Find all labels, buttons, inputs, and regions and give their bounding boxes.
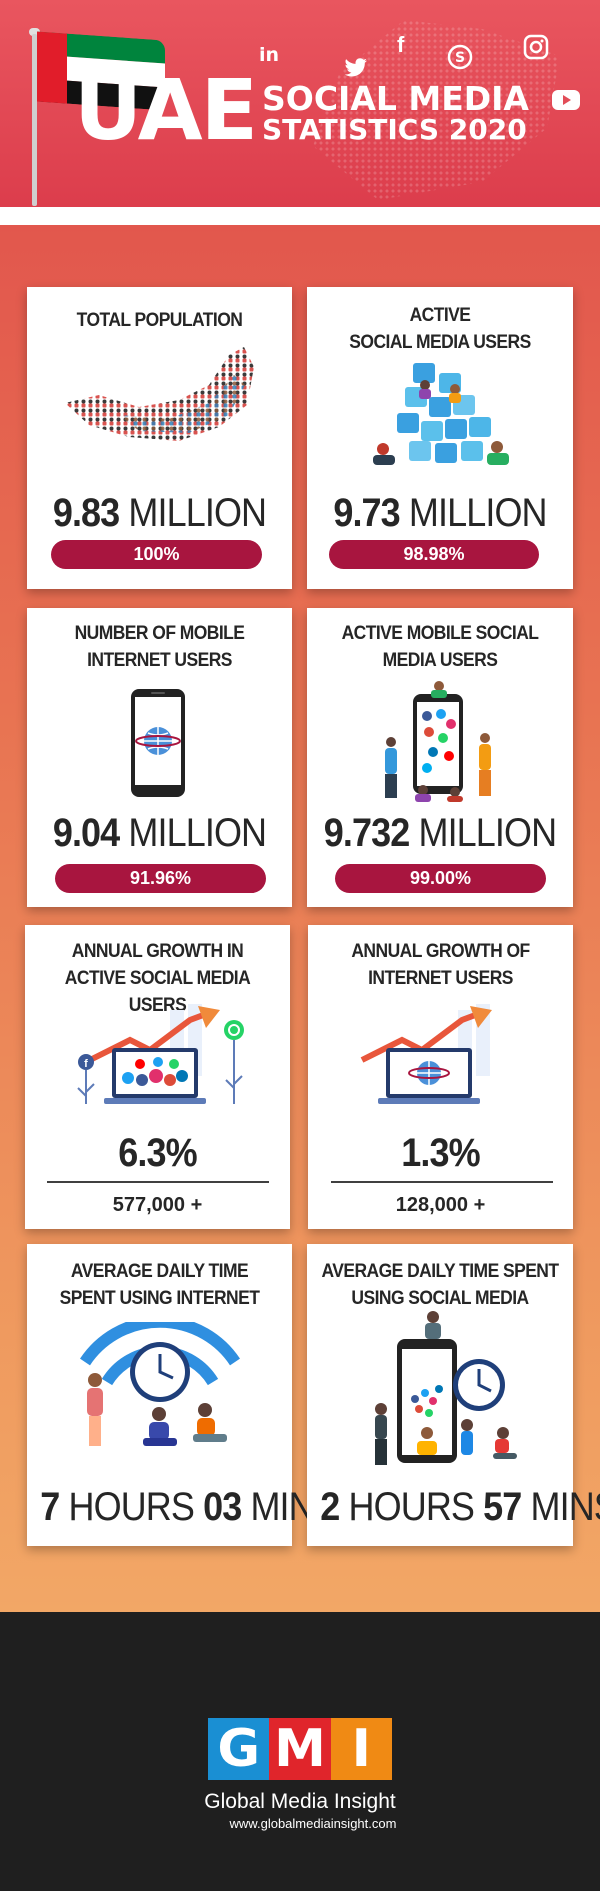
percent-pill: 100% <box>51 540 262 569</box>
card-daily-time-internet: AVERAGE DAILY TIME SPENT USING INTERNET … <box>27 1244 338 1546</box>
card-title: AVERAGE DAILY TIME SPENT USING INTERNET <box>38 1258 282 1312</box>
stat-hours: 7 <box>40 1485 60 1529</box>
divider-line <box>47 1181 269 1183</box>
stat-value: 6.3% <box>118 1131 197 1175</box>
gmi-logo: G M I <box>208 1718 392 1780</box>
laptop-globe-growth-illustration <box>360 1004 492 1104</box>
header-divider <box>0 207 600 225</box>
youtube-icon <box>552 90 580 110</box>
card-title-line2: MEDIA USERS <box>382 650 498 671</box>
logo-letter-i: I <box>330 1718 392 1780</box>
card-title: TOTAL POPULATION <box>76 310 243 331</box>
card-title-line1: ACTIVE <box>409 305 471 326</box>
skype-icon: S <box>447 44 473 70</box>
card-title-line2: INTERNET USERS <box>87 650 232 671</box>
company-url[interactable]: www.globalmediainsight.com <box>229 1816 397 1831</box>
card-title-line2: INTERNET USERS <box>368 968 513 989</box>
stats-area: TOTAL POPULATION 9.83 MILLION 100% <box>0 225 600 1612</box>
uae-crowd-map-illustration <box>65 347 254 441</box>
stat-value: 2 HOURS 57 MINS <box>320 1485 600 1529</box>
header-banner: UAE SOCIAL MEDIA STATISTICS 2020 in f S <box>0 0 600 207</box>
card-title-line1: ACTIVE MOBILE SOCIAL <box>341 623 539 644</box>
stat-growth-count: 128,000 + <box>395 1194 486 1216</box>
stat-number: 9.04 <box>52 811 120 855</box>
card-active-social-users: ACTIVE SOCIAL MEDIA USERS 9.73 MILLION 9… <box>307 287 573 589</box>
stat-mins: 03 <box>203 1485 242 1529</box>
logo-letter-g: G <box>208 1718 270 1780</box>
percent-pill: 91.96% <box>55 864 266 893</box>
title-uae: UAE <box>74 61 258 159</box>
card-mobile-internet-users: NUMBER OF MOBILE INTERNET USERS 9.04 MIL… <box>27 608 292 907</box>
stat-growth-count: 577,000 + <box>112 1194 203 1216</box>
logo-letter-m: M <box>269 1718 331 1780</box>
divider-line <box>331 1181 553 1183</box>
title-line1: SOCIAL MEDIA <box>262 79 529 118</box>
card-title-line2: SPENT USING INTERNET <box>59 1288 260 1309</box>
linkedin-icon: in <box>259 44 280 66</box>
stat-hours-label: HOURS <box>348 1485 475 1529</box>
stat-value: 9.732 MILLION <box>320 813 559 853</box>
card-mobile-social-users: ACTIVE MOBILE SOCIAL MEDIA USERS 9.732 M… <box>307 608 573 907</box>
stat-number: 9.73 <box>333 491 400 535</box>
flag-pole-cap <box>29 28 40 36</box>
card-title-line2: SOCIAL MEDIA USERS <box>349 332 531 353</box>
stat-unit: MILLION <box>128 811 267 855</box>
flag-pole <box>32 34 37 206</box>
svg-text:f: f <box>84 1058 88 1070</box>
card-title-line1: NUMBER OF MOBILE <box>74 623 245 644</box>
card-title-line1: AVERAGE DAILY TIME SPENT <box>321 1261 559 1282</box>
phone-people-illustration <box>385 681 491 802</box>
company-name: Global Media Insight <box>204 1790 396 1813</box>
stat-unit: MILLION <box>408 491 548 535</box>
laptop-growth-illustration: f <box>77 1004 244 1104</box>
card-growth-internet-users: ANNUAL GROWTH OF INTERNET USERS 1.3% 128… <box>308 925 573 1229</box>
card-title-line1: AVERAGE DAILY TIME <box>70 1261 249 1282</box>
stat-value: 9.83 MILLION <box>40 493 279 533</box>
card-total-population: TOTAL POPULATION 9.83 MILLION 100% <box>27 287 292 589</box>
percent-pill: 99.00% <box>335 864 546 893</box>
facebook-icon: f <box>397 32 405 57</box>
stat-unit: MILLION <box>128 491 267 535</box>
percent-pill: 98.98% <box>329 540 539 569</box>
card-title: ANNUAL GROWTH OF INTERNET USERS <box>319 938 563 992</box>
stat-value: 1.3% <box>401 1131 480 1175</box>
stat-value: 9.73 MILLION <box>320 493 559 533</box>
stat-number: 9.83 <box>52 491 120 535</box>
twitter-icon <box>344 58 368 77</box>
stat-number: 9.732 <box>323 811 410 855</box>
card-title-line1: ANNUAL GROWTH IN <box>71 941 244 962</box>
title-line2: STATISTICS 2020 <box>262 112 527 146</box>
card-title: AVERAGE DAILY TIME SPENT USING SOCIAL ME… <box>318 1258 563 1312</box>
phone-clock-people-illustration <box>375 1311 517 1465</box>
stat-mins: 57 <box>483 1485 522 1529</box>
stat-hours-label: HOURS <box>68 1485 194 1529</box>
stat-value: 9.04 MILLION <box>40 813 279 853</box>
card-title-line1: ANNUAL GROWTH OF <box>351 941 530 962</box>
social-blocks-illustration <box>373 363 509 465</box>
stat-mins-label: MINS <box>530 1485 600 1529</box>
smartphone-globe-illustration <box>131 689 185 797</box>
card-title: ACTIVE MOBILE SOCIAL MEDIA USERS <box>318 620 563 674</box>
footer: G M I Global Media Insight www.globalmed… <box>0 1612 600 1891</box>
card-title: ACTIVE SOCIAL MEDIA USERS <box>318 302 563 356</box>
stat-hours: 2 <box>320 1485 340 1529</box>
card-growth-social-users: ANNUAL GROWTH IN ACTIVE SOCIAL MEDIA USE… <box>25 925 290 1229</box>
instagram-icon <box>523 34 549 60</box>
card-daily-time-social: AVERAGE DAILY TIME SPENT USING SOCIAL ME… <box>307 1244 600 1546</box>
stat-value: 7 HOURS 03 MINS <box>40 1485 338 1529</box>
wifi-clock-illustration <box>80 1322 240 1446</box>
card-title-line2: USING SOCIAL MEDIA <box>351 1288 529 1309</box>
stat-unit: MILLION <box>418 811 557 855</box>
card-title: NUMBER OF MOBILE INTERNET USERS <box>38 620 282 674</box>
svg-text:S: S <box>455 50 465 66</box>
title-subtitle: SOCIAL MEDIA STATISTICS 2020 <box>262 82 529 144</box>
